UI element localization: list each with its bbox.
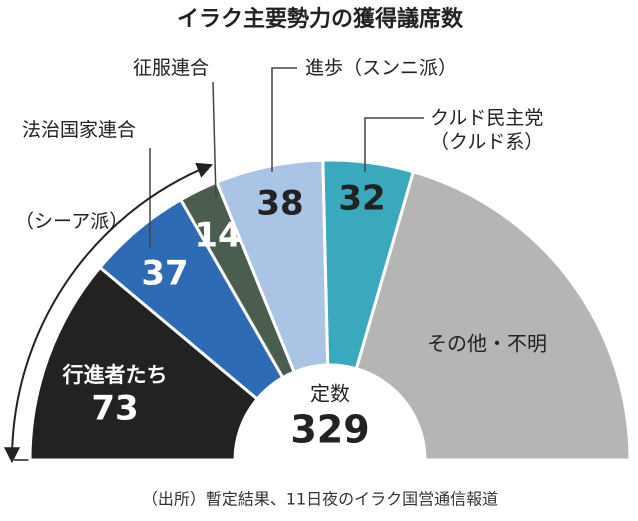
category-label: クルド民主党（クルド系）: [430, 107, 544, 153]
value-label: 38: [256, 184, 303, 224]
leader-line: [212, 81, 217, 199]
segment: [354, 169, 632, 462]
category-label: 法治国家連合: [22, 119, 137, 141]
category-label: 行進者たち: [62, 363, 168, 387]
source: （出所）暫定結果、11日夜のイラク国営通信報道: [142, 490, 498, 509]
chart-title: イラク主要勢力の獲得議席数: [177, 6, 464, 32]
total-value: 329: [290, 408, 369, 452]
category-label: 進歩（スンニ派）: [305, 57, 458, 79]
category-label: その他・不明: [427, 332, 547, 356]
value-label: 37: [141, 254, 188, 294]
value-label: 73: [91, 389, 138, 429]
value-label: 32: [338, 179, 385, 219]
category-label: 征服連合: [133, 57, 210, 79]
leader-line: [364, 117, 424, 172]
total-label: 定数: [310, 382, 350, 406]
group-arrow: [4, 162, 214, 464]
leader-line: [271, 67, 297, 172]
